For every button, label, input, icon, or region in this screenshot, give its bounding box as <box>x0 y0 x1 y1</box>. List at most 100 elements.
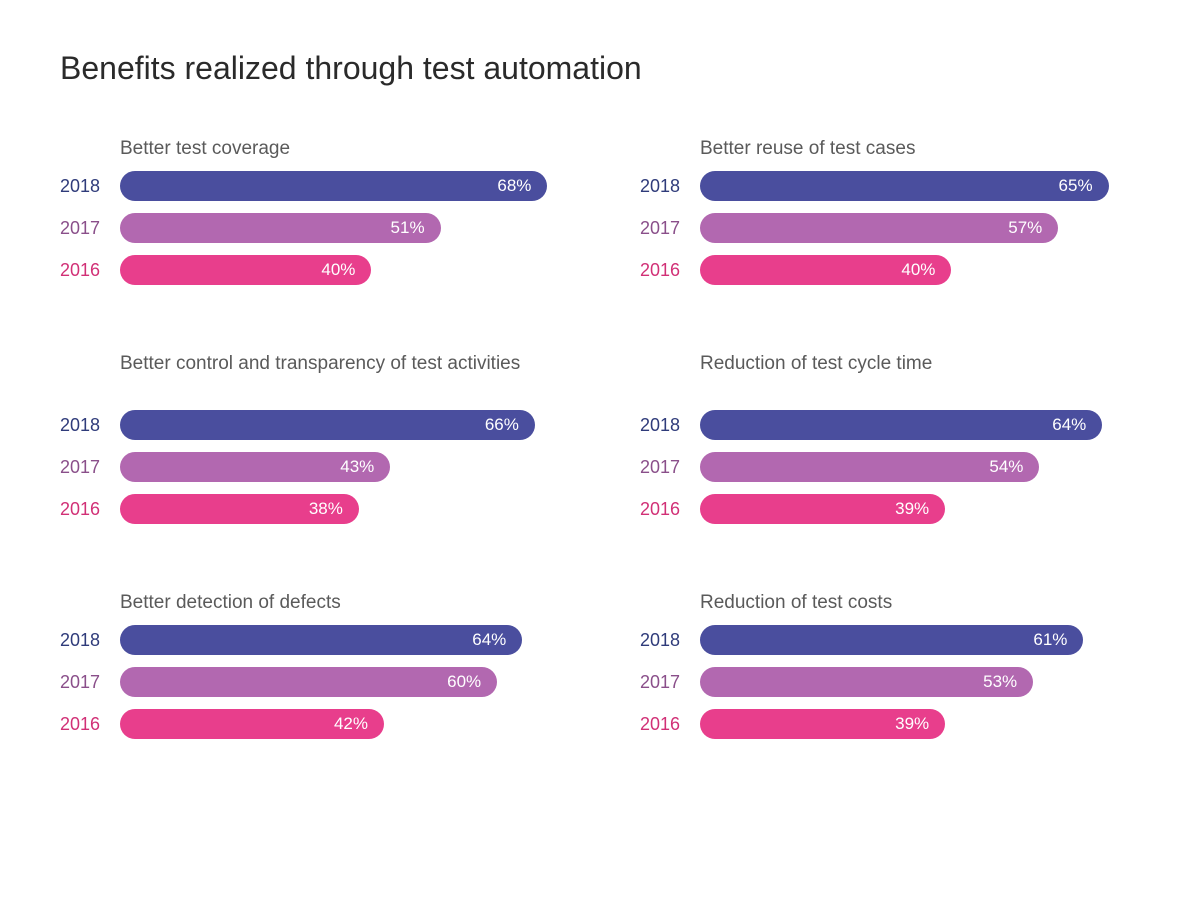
bar-track: 66% <box>120 410 560 440</box>
chart-title: Reduction of test cycle time <box>700 352 1140 400</box>
page-title: Benefits realized through test automatio… <box>60 50 1140 87</box>
bar-track: 64% <box>120 625 560 655</box>
year-label: 2018 <box>60 630 110 651</box>
year-label: 2017 <box>60 218 110 239</box>
bar-row: 2018 64% <box>60 625 560 655</box>
bar: 39% <box>700 494 945 524</box>
bar-row: 2018 66% <box>60 410 560 440</box>
bar-row: 2018 65% <box>640 171 1140 201</box>
bar-row: 2016 39% <box>640 709 1140 739</box>
bar: 42% <box>120 709 384 739</box>
bar-value-label: 38% <box>309 499 343 519</box>
bar-track: 39% <box>700 709 1140 739</box>
chart-panel: Better detection of defects 2018 64% 2017 60… <box>60 591 560 751</box>
bar: 61% <box>700 625 1083 655</box>
year-label: 2016 <box>60 260 110 281</box>
bar: 54% <box>700 452 1039 482</box>
year-label: 2018 <box>640 630 690 651</box>
bar-row: 201743% <box>60 452 560 482</box>
year-label: 2018 <box>640 415 690 436</box>
bar-row: 2017 60% <box>60 667 560 697</box>
chart-panel: Better reuse of test cases 2018 65% 2017 57%… <box>640 137 1140 297</box>
bar-value-label: 64% <box>1052 415 1086 435</box>
bar-value-label: 39% <box>895 499 929 519</box>
chart-title: Reduction of test costs <box>700 591 1140 615</box>
bar-row: 2018 68% <box>60 171 560 201</box>
bar: 51% <box>120 213 441 243</box>
year-label: 2016 <box>640 260 690 281</box>
bar-value-label: 64% <box>472 630 506 650</box>
bar-row: 2017 54% <box>640 452 1140 482</box>
bar-value-label: 53% <box>983 672 1017 692</box>
year-label: 2017 <box>640 457 690 478</box>
bar-track: 40% <box>700 255 1140 285</box>
bar-row: 2018 61% <box>640 625 1140 655</box>
bar-track: 43% <box>120 452 560 482</box>
bar-value-label: 42% <box>334 714 368 734</box>
bar-value-label: 40% <box>321 260 355 280</box>
bar-track: 53% <box>700 667 1140 697</box>
chart-panel: Reduction of test costs201861%201753%201… <box>640 591 1140 751</box>
bar-value-label: 51% <box>391 218 425 238</box>
bar-value-label: 57% <box>1008 218 1042 238</box>
year-label: 2017 <box>60 672 110 693</box>
year-label: 2016 <box>640 499 690 520</box>
bar-row: 2018 64% <box>640 410 1140 440</box>
bar-track: 68% <box>120 171 560 201</box>
bar-track: 38% <box>120 494 560 524</box>
bar-row: 2016 39% <box>640 494 1140 524</box>
bar-track: 61% <box>700 625 1140 655</box>
bar: 60% <box>120 667 497 697</box>
bar: 40% <box>700 255 951 285</box>
chart-title: Better detection of defects <box>120 591 560 615</box>
year-label: 2016 <box>60 714 110 735</box>
bar-value-label: 39% <box>895 714 929 734</box>
bar-row: 2016 42% <box>60 709 560 739</box>
chart-title: Better test coverage <box>120 137 560 161</box>
year-label: 2016 <box>640 714 690 735</box>
bar-row: 2017 51% <box>60 213 560 243</box>
bar-value-label: 54% <box>989 457 1023 477</box>
year-label: 2017 <box>640 218 690 239</box>
bar: 64% <box>120 625 522 655</box>
bar: 38% <box>120 494 359 524</box>
bar-row: 2017 57% <box>640 213 1140 243</box>
bar-value-label: 65% <box>1059 176 1093 196</box>
chart-panel: Better test coverage 2018 68% 2017 51% 2016 40… <box>60 137 560 297</box>
bar-track: 54% <box>700 452 1140 482</box>
bar-row: 2016 38% <box>60 494 560 524</box>
chart-title: Better control and transparency of test … <box>120 352 560 400</box>
bar: 43% <box>120 452 390 482</box>
bar: 53% <box>700 667 1033 697</box>
bar: 68% <box>120 171 547 201</box>
chart-title: Better reuse of test cases <box>700 137 1140 161</box>
bar: 65% <box>700 171 1109 201</box>
bar-value-label: 60% <box>447 672 481 692</box>
bar-value-label: 68% <box>497 176 531 196</box>
year-label: 2017 <box>640 672 690 693</box>
bar: 39% <box>700 709 945 739</box>
bar: 66% <box>120 410 535 440</box>
bar-row: 2017 53% <box>640 667 1140 697</box>
bar-track: 39% <box>700 494 1140 524</box>
bar-value-label: 66% <box>485 415 519 435</box>
year-label: 2018 <box>60 415 110 436</box>
bar-track: 51% <box>120 213 560 243</box>
bar: 64% <box>700 410 1102 440</box>
bar-row: 2016 40% <box>640 255 1140 285</box>
bar-value-label: 43% <box>340 457 374 477</box>
bar-row: 2016 40% <box>60 255 560 285</box>
bar-track: 40% <box>120 255 560 285</box>
chart-grid: Better test coverage 2018 68% 2017 51% 2016 40… <box>60 137 1140 751</box>
chart-panel: Reduction of test cycle time 2018 64% 2017 5… <box>640 352 1140 536</box>
bar-track: 42% <box>120 709 560 739</box>
bar-track: 65% <box>700 171 1140 201</box>
bar: 57% <box>700 213 1058 243</box>
bar: 40% <box>120 255 371 285</box>
year-label: 2018 <box>640 176 690 197</box>
bar-track: 57% <box>700 213 1140 243</box>
year-label: 2018 <box>60 176 110 197</box>
bar-value-label: 61% <box>1033 630 1067 650</box>
year-label: 2016 <box>60 499 110 520</box>
bar-track: 60% <box>120 667 560 697</box>
